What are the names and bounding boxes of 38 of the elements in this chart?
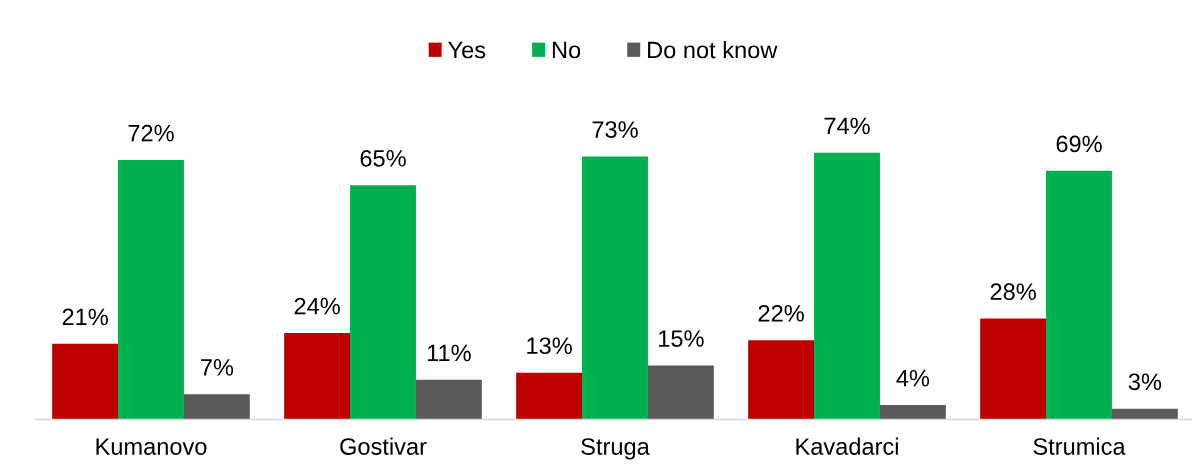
data-label: 72%	[128, 124, 174, 142]
bar	[647, 365, 714, 420]
data-label: 74%	[824, 117, 870, 135]
x-tick-label: Strumica	[1033, 437, 1126, 455]
data-label: 21%	[62, 308, 108, 326]
x-tick-label: Gostivar	[340, 437, 427, 455]
x-tick-label: Struga	[581, 438, 650, 460]
data-label: 73%	[592, 121, 638, 138]
data-label: 24%	[294, 297, 340, 315]
bar	[284, 333, 351, 420]
data-label: 13%	[527, 337, 572, 355]
bar	[118, 160, 184, 420]
data-label: 22%	[758, 304, 804, 322]
data-label: 28%	[990, 283, 1036, 301]
bar	[980, 318, 1047, 420]
bar	[52, 343, 119, 420]
bar	[350, 185, 416, 420]
bar	[879, 405, 946, 420]
bar	[748, 340, 815, 420]
bar	[415, 379, 482, 420]
data-label: 3%	[1128, 373, 1162, 391]
data-label: 69%	[1056, 135, 1102, 153]
data-label: 4%	[896, 369, 930, 387]
data-label: 15%	[659, 330, 704, 347]
x-tick-label: Kavadarci	[796, 437, 898, 455]
bar	[814, 152, 880, 420]
bar	[1111, 408, 1178, 420]
bar	[1046, 170, 1112, 420]
data-label: 65%	[360, 149, 406, 167]
bar	[183, 394, 250, 420]
data-label: 11%	[427, 344, 471, 362]
x-tick-label: Kumanovo	[96, 438, 207, 455]
legend-label: No	[552, 41, 581, 59]
legend-label: Do not know	[648, 41, 778, 59]
legend-label: Yes	[448, 41, 486, 59]
data-label: 7%	[201, 359, 234, 376]
bar	[516, 372, 583, 420]
bar	[582, 156, 648, 420]
